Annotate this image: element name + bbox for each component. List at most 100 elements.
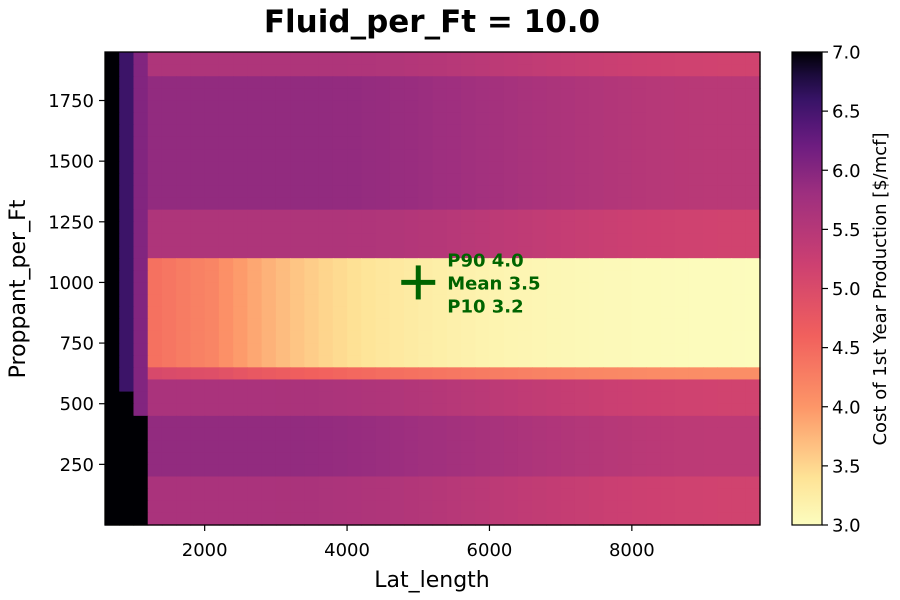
- heatmap-cell: [660, 100, 676, 114]
- heatmap-cell: [446, 440, 462, 453]
- heatmap-cell: [503, 512, 519, 526]
- heatmap-cell: [532, 197, 548, 211]
- heatmap-cell: [703, 294, 718, 308]
- heatmap-cell: [133, 330, 149, 344]
- heatmap-cell: [546, 367, 562, 381]
- heatmap-cell: [688, 270, 704, 284]
- colorbar-ticks: 3.03.54.04.55.05.56.06.57.0: [822, 43, 861, 537]
- heatmap-cell: [332, 306, 348, 320]
- heatmap-cell: [304, 149, 320, 162]
- heatmap-cell: [688, 209, 704, 223]
- heatmap-cell: [176, 403, 192, 417]
- heatmap-cell: [574, 197, 590, 211]
- heatmap-cell: [404, 415, 419, 429]
- heatmap-cell: [119, 488, 135, 502]
- heatmap-cell: [404, 270, 419, 284]
- heatmap-cell: [261, 185, 277, 199]
- heatmap-cell: [432, 440, 448, 453]
- heatmap-cell: [161, 330, 177, 344]
- heatmap-cell: [432, 427, 448, 441]
- heatmap-cell: [631, 52, 647, 65]
- heatmap-cell: [517, 306, 533, 320]
- heatmap-cell: [603, 185, 619, 199]
- heatmap-cell: [218, 355, 234, 368]
- heatmap-cell: [105, 355, 120, 368]
- heatmap-cell: [147, 427, 163, 441]
- heatmap-cell: [161, 415, 177, 429]
- heatmap-cell: [745, 464, 761, 478]
- heatmap-cell: [432, 209, 448, 223]
- heatmap-cell: [717, 427, 733, 441]
- heatmap-cell: [261, 488, 277, 502]
- heatmap-cell: [717, 343, 733, 356]
- y-axis-label: Proppant_per_Ft: [6, 199, 31, 378]
- heatmap-cell: [603, 355, 619, 368]
- heatmap-cell: [190, 136, 206, 150]
- heatmap-cell: [560, 161, 576, 174]
- heatmap-cell: [703, 221, 718, 235]
- heatmap-cell: [446, 270, 462, 284]
- heatmap-cell: [460, 52, 476, 65]
- heatmap-cell: [318, 330, 334, 344]
- heatmap-cell: [532, 512, 548, 526]
- heatmap-cell: [404, 52, 419, 65]
- heatmap-cell: [446, 391, 462, 405]
- heatmap-cell: [105, 185, 120, 199]
- heatmap-cell: [361, 355, 377, 368]
- heatmap-cell: [589, 464, 604, 478]
- heatmap-cell: [603, 282, 619, 296]
- heatmap-cell: [161, 161, 177, 174]
- heatmap-cell: [190, 185, 206, 199]
- heatmap-cell: [304, 64, 320, 77]
- heatmap-cell: [703, 488, 718, 502]
- heatmap-cell: [275, 488, 291, 502]
- heatmap-cell: [261, 415, 277, 429]
- heatmap-cell: [731, 500, 747, 514]
- heatmap-cell: [432, 391, 448, 405]
- heatmap-cell: [503, 221, 519, 235]
- heatmap-cell: [631, 209, 647, 223]
- colorbar-tick-label: 4.5: [832, 338, 861, 359]
- heatmap-cell: [617, 100, 633, 114]
- heatmap-cell: [432, 379, 448, 393]
- heatmap-cell: [674, 294, 690, 308]
- heatmap-cell: [574, 391, 590, 405]
- heatmap-cell: [161, 476, 177, 490]
- heatmap-cell: [361, 233, 377, 247]
- heatmap-cell: [119, 100, 135, 114]
- heatmap-cell: [517, 355, 533, 368]
- x-tick-label: 4000: [324, 540, 370, 561]
- heatmap-cell: [446, 209, 462, 223]
- heatmap-cell: [418, 440, 434, 453]
- heatmap-cell: [745, 161, 761, 174]
- heatmap-cell: [489, 64, 505, 77]
- heatmap-cell: [318, 76, 334, 89]
- heatmap-cell: [489, 415, 505, 429]
- heatmap-cell: [204, 391, 220, 405]
- heatmap-cell: [233, 185, 248, 199]
- heatmap-cell: [489, 100, 505, 114]
- heatmap-cell: [218, 88, 234, 102]
- heatmap-cell: [375, 112, 391, 126]
- heatmap-cell: [646, 197, 661, 211]
- heatmap-cell: [631, 476, 647, 490]
- heatmap-cell: [745, 112, 761, 126]
- heatmap-cell: [147, 379, 163, 393]
- heatmap-cell: [646, 452, 661, 465]
- heatmap-cell: [631, 294, 647, 308]
- heatmap-cell: [404, 330, 419, 344]
- heatmap-cell: [617, 112, 633, 126]
- heatmap-cell: [304, 464, 320, 478]
- heatmap-cell: [161, 88, 177, 102]
- heatmap-cell: [233, 282, 248, 296]
- heatmap-cell: [745, 282, 761, 296]
- heatmap-cell: [432, 52, 448, 65]
- heatmap-cell: [674, 415, 690, 429]
- heatmap-cell: [560, 367, 576, 381]
- heatmap-cell: [546, 415, 562, 429]
- heatmap-cell: [347, 136, 362, 150]
- heatmap-cell: [475, 233, 491, 247]
- heatmap-cell: [147, 343, 163, 356]
- heatmap-cell: [261, 112, 277, 126]
- heatmap-cell: [389, 379, 405, 393]
